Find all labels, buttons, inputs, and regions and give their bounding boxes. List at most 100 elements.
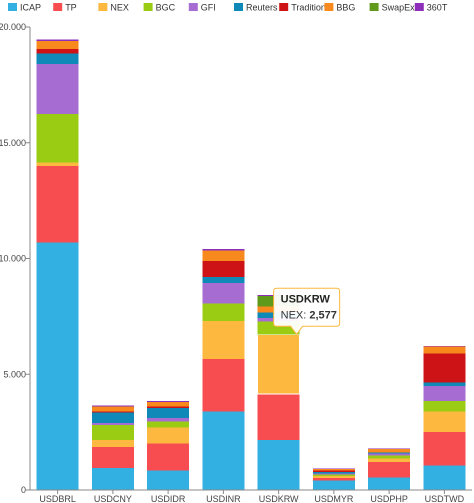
bar-stack-usdbrl[interactable]	[36, 39, 79, 490]
bar-segment-usdinr-icap[interactable]	[202, 411, 245, 490]
legend-swatch-nex	[98, 3, 108, 11]
bar-segment-usdtwd-gfi[interactable]	[423, 385, 466, 401]
legend-swatch-bgc	[143, 3, 153, 11]
legend-swatch-gfi	[188, 3, 198, 11]
bar-segment-usdphp-bgc[interactable]	[368, 455, 411, 459]
bar-segment-usdidr-bbg[interactable]	[147, 402, 190, 407]
bar-segment-usdcny-360t[interactable]	[91, 405, 134, 407]
bar-segment-usdinr-360t[interactable]	[202, 249, 245, 251]
bar-stack-usdtwd[interactable]	[423, 345, 466, 490]
tooltip-body: NEX: 2,577	[281, 309, 337, 321]
bar-segment-usdidr-bgc[interactable]	[147, 421, 190, 428]
bar-segment-usdinr-nex[interactable]	[202, 321, 245, 360]
bar-segment-usdbrl-tp[interactable]	[36, 165, 79, 243]
bar-segment-usdcny-gfi[interactable]	[91, 422, 134, 426]
bar-segment-usdinr-tradition[interactable]	[202, 260, 245, 278]
legend-label-nex[interactable]: NEX	[110, 3, 129, 13]
bar-segment-usdphp-reuters[interactable]	[368, 452, 411, 454]
bar-segment-usdinr-reuters[interactable]	[202, 277, 245, 283]
bar-segment-usdbrl-bgc[interactable]	[36, 113, 79, 163]
legend-label-gfi[interactable]: GFI	[201, 3, 216, 13]
bar-segment-usdmyr-bgc[interactable]	[312, 474, 355, 477]
bar-segment-usdcny-icap[interactable]	[91, 468, 134, 490]
bar-segment-usdtwd-bbg[interactable]	[423, 346, 466, 354]
bar-segment-usdkrw-tp[interactable]	[257, 393, 300, 441]
bar-segment-usdmyr-reuters[interactable]	[312, 471, 355, 474]
legend-label-icap[interactable]: ICAP	[20, 3, 41, 13]
bar-segment-usdcny-bbg[interactable]	[91, 406, 134, 412]
legend-label-swapex[interactable]: SwapEx	[382, 3, 416, 13]
y-tick-label: 10.000	[0, 254, 26, 264]
bar-segment-usdbrl-bbg[interactable]	[36, 40, 79, 49]
bar-segment-usdcny-tp[interactable]	[91, 447, 134, 469]
bar-segment-usdphp-bbg[interactable]	[368, 448, 411, 453]
bar-segment-usdidr-nex[interactable]	[147, 427, 190, 444]
bar-segment-usdmyr-bbg[interactable]	[312, 469, 355, 471]
x-tick-label: USDINR	[206, 494, 241, 503]
bar-segment-usdphp-tp[interactable]	[368, 462, 411, 478]
x-tick-label: USDPHP	[370, 494, 408, 503]
bar-segment-usdinr-bbg[interactable]	[202, 250, 245, 261]
bar-segment-usdphp-nex[interactable]	[368, 458, 411, 463]
bar-segment-usdtwd-icap[interactable]	[423, 465, 466, 490]
bar-segment-usdkrw-icap[interactable]	[257, 440, 300, 490]
bar-segment-usdidr-gfi[interactable]	[147, 418, 190, 422]
bar-stack-usdidr[interactable]	[147, 400, 190, 490]
legend-swatch-icap	[8, 3, 17, 11]
bar-segment-usdidr-tp[interactable]	[147, 443, 190, 471]
bar-segment-usdidr-reuters[interactable]	[147, 407, 190, 419]
legend-label-bgc[interactable]: BGC	[156, 3, 176, 13]
y-axis: 0 5.000 10.000 15.000 20.000	[0, 22, 31, 495]
legend-swatch-reuters	[234, 3, 243, 11]
bar-segment-usdcny-nex[interactable]	[91, 440, 134, 448]
bar-segment-usdkrw-nex[interactable]	[257, 333, 301, 395]
tooltip-box	[273, 287, 341, 336]
legend-label-tradition[interactable]: Tradition	[291, 3, 326, 13]
bar-segment-usdphp-gfi[interactable]	[368, 453, 411, 456]
bar-segment-usdbrl-tradition[interactable]	[36, 48, 79, 54]
bar-segment-usdphp-icap[interactable]	[368, 477, 411, 490]
bar-segment-usdmyr-gfi[interactable]	[312, 473, 355, 475]
bar-segment-usdidr-360t[interactable]	[147, 400, 190, 403]
bar-segment-usdidr-tradition[interactable]	[147, 406, 190, 408]
bar-segment-usdinr-tp[interactable]	[202, 359, 245, 412]
bar-segment-usdtwd-bgc[interactable]	[423, 400, 466, 412]
bar-stack-usdinr[interactable]	[202, 249, 245, 490]
legend-swatch-tradition	[279, 3, 289, 11]
legend-label-reuters[interactable]: Reuters	[246, 3, 278, 13]
bar-segment-usdtwd-reuters[interactable]	[423, 382, 466, 386]
legend-label-bbg[interactable]: BBG	[336, 3, 355, 13]
bar-segment-usdinr-bgc[interactable]	[202, 303, 245, 322]
x-tick-label: USDBRL	[39, 494, 76, 503]
bar-segment-usdtwd-nex[interactable]	[423, 411, 466, 433]
bar-segment-usdbrl-gfi[interactable]	[36, 64, 79, 114]
bar-segment-usdbrl-nex[interactable]	[36, 162, 79, 166]
bar-segment-usdinr-gfi[interactable]	[202, 282, 245, 304]
bar-segment-usdcny-reuters[interactable]	[91, 412, 134, 423]
bar-segment-usdtwd-tradition[interactable]	[423, 353, 466, 383]
bar-stack-usdcny[interactable]	[91, 405, 134, 490]
bar-segment-usdmyr-icap[interactable]	[312, 480, 355, 490]
bar-segment-usdmyr-nex[interactable]	[312, 476, 355, 478]
y-tick-label: 5.000	[3, 369, 26, 379]
x-axis: USDBRL USDCNY USDIDR USDINR USDKRW USDMYR USDP…	[30, 489, 472, 503]
bar-segment-usdtwd-tp[interactable]	[423, 432, 466, 466]
bar-segment-usdcny-bgc[interactable]	[91, 425, 134, 441]
legend-label-360t[interactable]: 360T	[427, 3, 448, 13]
legend: ICAP TP NEX BGC GFI Reuters Tradition BBG SwapEx…	[8, 3, 448, 13]
bar-segment-usdbrl-reuters[interactable]	[36, 53, 79, 65]
bar-segment-usdbrl-icap[interactable]	[36, 242, 79, 490]
legend-swatch-tp	[53, 3, 63, 11]
legend-label-tp[interactable]: TP	[65, 3, 77, 13]
bar-segment-usdmyr-tradition[interactable]	[312, 470, 355, 472]
bar-segment-usdtwd-360t[interactable]	[423, 345, 466, 347]
x-tick-label: USDMYR	[314, 494, 354, 503]
bar-segment-usdmyr-tp[interactable]	[312, 477, 355, 481]
bar-segment-usdbrl-360t[interactable]	[36, 39, 79, 41]
bar-segment-usdcny-tradition[interactable]	[91, 411, 134, 413]
bar-segment-usdmyr-360t[interactable]	[312, 468, 355, 470]
bar-segment-usdidr-icap[interactable]	[147, 470, 190, 490]
bar-stack-usdphp[interactable]	[368, 448, 411, 490]
bar-stack-usdmyr[interactable]	[312, 468, 355, 490]
